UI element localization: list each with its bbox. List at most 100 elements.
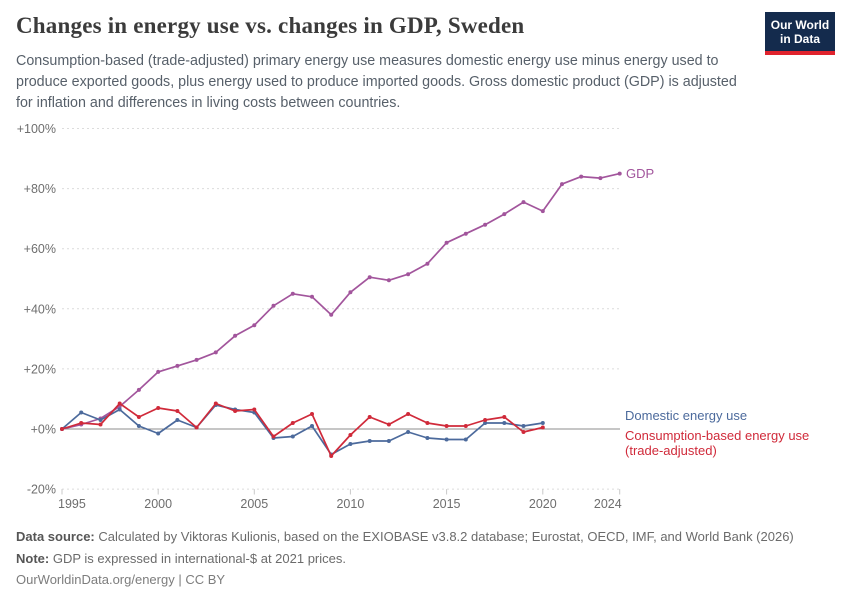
data-point-consumption-based-energy-use-trade-adjusted-2007[interactable] (290, 421, 295, 425)
data-point-domestic-energy-use-2016[interactable] (463, 437, 468, 442)
data-point-consumption-based-energy-use-trade-adjusted-2014[interactable] (425, 421, 430, 425)
data-point-consumption-based-energy-use-trade-adjusted-2003[interactable] (213, 401, 218, 406)
y-axis-label: +60% (24, 242, 56, 256)
data-point-gdp-2023[interactable] (598, 176, 603, 181)
data-point-gdp-2005[interactable] (252, 323, 257, 328)
data-point-consumption-based-energy-use-trade-adjusted-2013[interactable] (406, 412, 411, 416)
data-point-domestic-energy-use-1997[interactable] (98, 418, 103, 422)
data-point-consumption-based-energy-use-trade-adjusted-2020[interactable] (540, 425, 545, 430)
data-point-gdp-2022[interactable] (579, 174, 584, 179)
data-point-domestic-energy-use-1998[interactable] (117, 407, 122, 412)
data-point-domestic-energy-use-1999[interactable] (136, 424, 141, 428)
page-subtitle: Consumption-based (trade-adjusted) prima… (16, 53, 737, 111)
y-axis-label: -20% (27, 483, 56, 497)
data-point-domestic-energy-use-2019[interactable] (521, 424, 526, 428)
data-point-domestic-energy-use-2014[interactable] (425, 436, 430, 440)
data-point-gdp-2002[interactable] (194, 357, 199, 362)
data-point-domestic-energy-use-2010[interactable] (348, 442, 353, 446)
line-consumption-based-energy-use-trade-adjusted[interactable] (60, 401, 545, 459)
data-point-consumption-based-energy-use-trade-adjusted-2009[interactable] (329, 454, 334, 458)
data-point-consumption-based-energy-use-trade-adjusted-2019[interactable] (521, 430, 526, 434)
data-point-domestic-energy-use-2018[interactable] (502, 421, 507, 425)
data-point-gdp-2020[interactable] (540, 209, 545, 214)
logo-line-1: Our World (770, 18, 830, 32)
data-point-gdp-2003[interactable] (213, 350, 218, 355)
y-axis-label: +0% (31, 423, 56, 437)
data-point-gdp-2010[interactable] (348, 290, 353, 295)
data-point-consumption-based-energy-use-trade-adjusted-1997[interactable] (98, 422, 103, 427)
data-point-domestic-energy-use-2011[interactable] (367, 439, 372, 443)
note-text: GDP is expressed in international-$ at 2… (52, 550, 346, 566)
data-point-gdp-2000[interactable] (156, 369, 161, 374)
data-point-consumption-based-energy-use-trade-adjusted-2018[interactable] (502, 415, 507, 419)
data-point-consumption-based-energy-use-trade-adjusted-2002[interactable] (194, 425, 199, 430)
x-axis-label: 2000 (144, 497, 172, 511)
data-point-consumption-based-energy-use-trade-adjusted-1995[interactable] (60, 427, 64, 431)
data-point-consumption-based-energy-use-trade-adjusted-1999[interactable] (136, 415, 141, 419)
data-point-consumption-based-energy-use-trade-adjusted-2008[interactable] (310, 412, 314, 416)
data-source-line: Data source: Calculated by Viktoras Kuli… (16, 526, 836, 548)
data-point-gdp-2018[interactable] (502, 212, 507, 217)
data-point-gdp-1999[interactable] (136, 387, 141, 392)
data-point-consumption-based-energy-use-trade-adjusted-2011[interactable] (367, 415, 372, 419)
note-line: Note: GDP is expressed in international-… (16, 548, 836, 570)
x-axis-label: 1995 (58, 497, 86, 511)
data-point-gdp-2001[interactable] (175, 363, 180, 368)
data-point-gdp-2008[interactable] (310, 294, 314, 299)
data-point-consumption-based-energy-use-trade-adjusted-1996[interactable] (79, 421, 84, 425)
data-point-gdp-2016[interactable] (463, 231, 468, 236)
data-point-consumption-based-energy-use-trade-adjusted-1998[interactable] (117, 401, 122, 406)
data-point-gdp-2009[interactable] (329, 312, 334, 317)
data-point-domestic-energy-use-2001[interactable] (175, 418, 180, 422)
data-point-gdp-2004[interactable] (233, 333, 238, 338)
data-point-consumption-based-energy-use-trade-adjusted-2000[interactable] (156, 406, 161, 410)
gdp-line-label[interactable]: GDP (626, 166, 655, 181)
data-point-domestic-energy-use-2012[interactable] (386, 439, 391, 443)
y-axis-label: +40% (24, 302, 56, 316)
data-point-domestic-energy-use-2007[interactable] (290, 434, 295, 439)
data-point-domestic-energy-use-2000[interactable] (156, 431, 161, 436)
data-point-gdp-2024[interactable] (617, 171, 622, 176)
data-point-consumption-based-energy-use-trade-adjusted-2016[interactable] (463, 424, 468, 428)
data-point-gdp-2011[interactable] (367, 275, 372, 280)
data-point-domestic-energy-use-2015[interactable] (444, 437, 449, 442)
data-point-consumption-based-energy-use-trade-adjusted-2004[interactable] (233, 409, 238, 413)
x-axis-label: 2024 (594, 497, 622, 511)
data-point-consumption-based-energy-use-trade-adjusted-2006[interactable] (271, 434, 276, 439)
data-point-gdp-2007[interactable] (290, 291, 295, 296)
data-point-consumption-based-energy-use-trade-adjusted-2001[interactable] (175, 409, 180, 413)
data-point-gdp-2013[interactable] (406, 272, 411, 277)
data-point-gdp-2015[interactable] (444, 240, 449, 245)
data-point-consumption-based-energy-use-trade-adjusted-2015[interactable] (444, 424, 449, 428)
owid-logo[interactable]: Our World in Data (765, 12, 835, 55)
y-axis-label: +100% (17, 122, 56, 136)
consumption-energy-label[interactable]: Consumption-based energy use (trade-adju… (625, 428, 840, 458)
data-point-domestic-energy-use-1996[interactable] (79, 410, 84, 415)
data-point-consumption-based-energy-use-trade-adjusted-2017[interactable] (483, 418, 488, 422)
license-line[interactable]: OurWorldinData.org/energy | CC BY (16, 572, 226, 587)
data-point-consumption-based-energy-use-trade-adjusted-2005[interactable] (252, 407, 257, 412)
data-point-domestic-energy-use-2008[interactable] (310, 424, 314, 428)
data-point-gdp-2006[interactable] (271, 303, 276, 308)
x-axis-label: 2015 (433, 497, 461, 511)
data-source-text: Calculated by Viktoras Kulionis, based o… (98, 529, 794, 544)
logo-line-2: in Data (779, 32, 820, 46)
line-domestic-energy-use[interactable] (60, 403, 545, 457)
data-point-domestic-energy-use-2013[interactable] (406, 430, 411, 434)
line-gdp[interactable] (60, 171, 622, 431)
data-point-gdp-2017[interactable] (483, 222, 488, 227)
y-axis-label: +20% (24, 362, 56, 376)
data-point-consumption-based-energy-use-trade-adjusted-2012[interactable] (386, 422, 391, 427)
data-point-gdp-2019[interactable] (521, 200, 526, 205)
data-point-domestic-energy-use-2020[interactable] (540, 421, 545, 425)
data-point-consumption-based-energy-use-trade-adjusted-2010[interactable] (348, 433, 353, 437)
domestic-energy-label[interactable]: Domestic energy use (625, 408, 748, 423)
y-axis-label: +80% (24, 182, 56, 196)
data-point-domestic-energy-use-2017[interactable] (483, 421, 488, 425)
consumption-label-line1: Consumption-based energy use (625, 428, 810, 443)
data-point-gdp-2012[interactable] (386, 278, 391, 283)
data-point-gdp-2014[interactable] (425, 261, 430, 266)
data-point-gdp-2021[interactable] (560, 182, 564, 187)
